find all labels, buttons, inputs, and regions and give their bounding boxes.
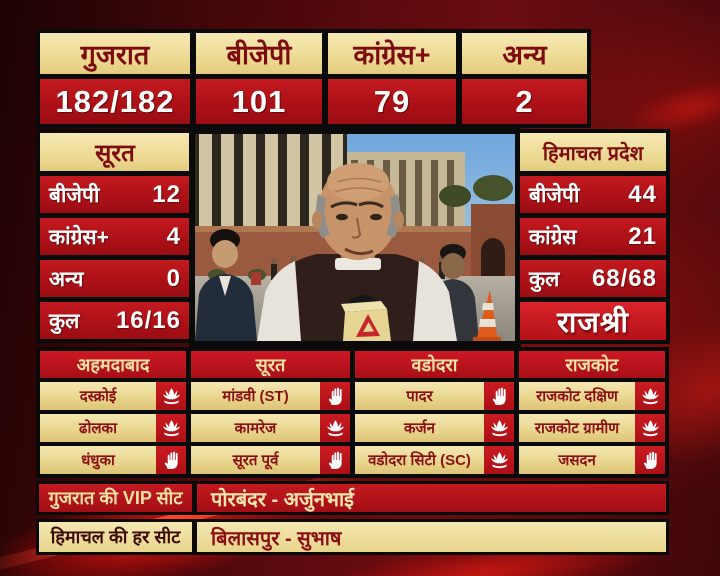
lotus-icon [635,382,665,410]
seat-name: राजकोट ग्रामीण [534,420,620,437]
video-feed [189,128,521,347]
seat-name: कर्जन [404,420,435,437]
seat-cell: कर्जन [355,414,514,442]
total-label: कुल [529,267,560,291]
ticker-label: गुजरात की VIP सीट [39,484,192,512]
hand-icon [156,446,186,474]
traffic-cone [473,290,501,341]
panel-row: कांग्रेस+ 4 [40,218,190,255]
seat-cell: पादर [355,382,514,410]
lotus-icon [484,446,514,474]
ticker-value: पोरबंदर - अर्जुनभाई [197,484,666,512]
seat-cell: मांडवी (ST) [191,382,350,410]
party-label: कांग्रेस+ [49,225,109,249]
himachal-seat-ticker: हिमाचल की हर सीट बिलासपुर - सुभाष [36,519,669,555]
hand-icon [320,446,350,474]
party-value: 44 [628,180,657,208]
panel-row: बीजेपी 44 [520,176,666,213]
total-label: कुल [49,309,80,333]
lotus-icon [156,414,186,442]
seat-name: कामरेज [234,420,277,437]
seat-name: मांडवी (ST) [222,388,289,405]
scoreboard-party-label: कांग्रेस+ [328,33,456,74]
seat-name: सूरत पूर्व [232,452,279,469]
seat-cell: धंधुका [40,446,186,474]
scoreboard-party-label: अन्य [462,33,587,74]
seat-cell: दस्क्रोई [40,382,186,410]
seat-cell: राजकोट दक्षिण [519,382,665,410]
scoreboard-party-value: 101 [196,79,322,124]
scoreboard-region-label: गुजरात [40,33,190,74]
party-value: 21 [628,222,657,250]
panel-row: कुल 16/16 [40,302,190,339]
party-label: अन्य [49,267,84,291]
lotus-icon [320,414,350,442]
scoreboard-party-value: 2 [462,79,587,124]
vip-seat-ticker: गुजरात की VIP सीट पोरबंदर - अर्जुनभाई [36,481,669,515]
seat-name: पादर [406,388,433,405]
district-header: वडोदरा [355,351,514,378]
seat-cell: सूरत पूर्व [191,446,350,474]
seat-cell: जसदन [519,446,665,474]
party-label: बीजेपी [529,183,580,207]
seat-name: वडोदरा सिटी (SC) [368,452,471,469]
seat-cell: राजकोट ग्रामीण [519,414,665,442]
ticker-value: बिलासपुर - सुभाष [197,522,666,552]
panel-row: बीजेपी 12 [40,176,190,213]
lotus-icon [635,414,665,442]
party-label: कांग्रेस [529,225,577,249]
party-value: 4 [166,222,181,250]
panel-row: अन्य 0 [40,260,190,297]
man-left [195,229,257,341]
scoreboard: गुजरात 182/182 बीजेपी 101 कांग्रेस+ 79 अ… [36,29,591,128]
mic [341,295,391,341]
district-header: राजकोट [519,351,665,378]
channel-logo: राजश्री [520,302,666,340]
seat-cell: कामरेज [191,414,350,442]
seat-name: धंधुका [81,452,115,469]
district-header: सूरत [191,351,350,378]
seat-name: राजकोट दक्षिण [536,388,618,405]
panel-row: कांग्रेस 21 [520,218,666,255]
party-label: बीजेपी [49,183,100,207]
party-value: 0 [166,264,181,292]
total-value: 68/68 [591,264,657,292]
seat-cell: ढोलका [40,414,186,442]
party-value: 12 [152,180,181,208]
himachal-panel: हिमाचल प्रदेश बीजेपी 44 कांग्रेस 21 कुल … [516,129,670,344]
panel-row: कुल 68/68 [520,260,666,297]
scoreboard-party-label: बीजेपी [196,33,322,74]
district-header: अहमदाबाद [40,351,186,378]
hand-icon [635,446,665,474]
scoreboard-region-value: 182/182 [40,79,190,124]
himachal-panel-title: हिमाचल प्रदेश [520,133,666,171]
hand-icon [320,382,350,410]
ticker-label: हिमाचल की हर सीट [39,522,192,552]
total-value: 16/16 [115,306,181,334]
seat-cell: वडोदरा सिटी (SC) [355,446,514,474]
surat-panel: सूरत बीजेपी 12 कांग्रेस+ 4 अन्य 0 कुल 16… [36,129,194,343]
surat-panel-title: सूरत [40,133,190,171]
district-results: अहमदाबाद दस्क्रोई ढोलका धंधुका सूरत मांड… [36,347,669,478]
seat-name: जसदन [558,452,596,469]
seat-name: ढोलका [79,420,117,437]
lotus-icon [156,382,186,410]
hand-icon [484,382,514,410]
seat-name: दस्क्रोई [79,388,117,405]
scoreboard-party-value: 79 [328,79,456,124]
video-scene [195,134,515,341]
lotus-icon [484,414,514,442]
